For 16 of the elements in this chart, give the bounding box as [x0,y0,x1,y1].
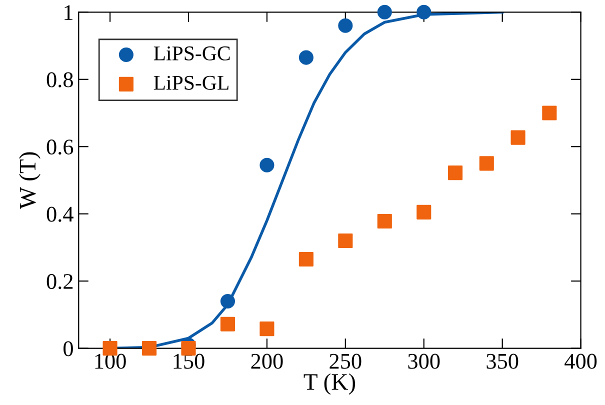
x-tick-label: 300 [408,354,440,369]
y-tick-label: 0 [64,341,73,356]
y-tick-label: 0.2 [46,274,73,290]
x-tick-label: 200 [251,354,283,369]
y-tick-label: 0.4 [46,206,74,222]
x-tick-label: 350 [486,354,518,369]
legend-label: LiPS-GL [154,76,228,90]
legend-label: LiPS-GC [154,46,230,60]
x-tick-label: 100 [95,354,126,369]
x-axis-title: T (K) [304,373,356,395]
x-tick-label: 400 [564,354,597,369]
x-tick-label: 250 [330,354,362,369]
y-tick-label: 0.6 [46,140,74,155]
y-tick-label: 0.8 [46,72,73,88]
y-axis-title: W (T) [19,152,40,210]
y-tick-label: 1 [64,5,72,20]
